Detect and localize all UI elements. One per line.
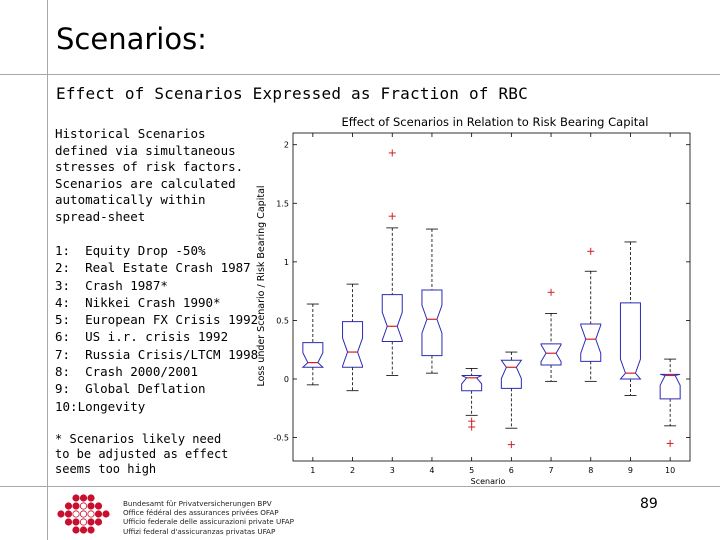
scenario-item: 6: US i.r. crisis 1992 (55, 329, 229, 345)
page-subtitle: Effect of Scenarios Expressed as Fractio… (56, 84, 528, 103)
logo-dot (94, 510, 103, 518)
footer-divider-line (0, 486, 720, 487)
logo-dot (72, 526, 80, 534)
chart-title: Effect of Scenarios in Relation to Risk … (342, 115, 649, 129)
page-number: 89 (640, 496, 658, 512)
y-tick-label: 0 (284, 375, 289, 384)
box-body (659, 373, 681, 400)
org-line-fr: Office fédéral des assurances privées OF… (123, 508, 279, 518)
scenario-item: 1: Equity Drop -50% (55, 243, 206, 258)
logo-dot (87, 510, 95, 518)
scenario-item: 2: Real Estate Crash 1987 (55, 260, 251, 276)
logo-dot (94, 518, 103, 526)
logo-dots-icon (57, 494, 110, 534)
x-tick-label: 5 (469, 466, 474, 475)
logo-dot (64, 510, 73, 518)
logo-dot (79, 518, 88, 526)
logo-dot (72, 518, 80, 526)
org-line-de: Bundesamt für Privatversicherungen BPV (123, 499, 272, 508)
logo-dot (87, 502, 95, 510)
scenario-item: 5: European FX Crisis 1992 (55, 312, 259, 328)
org-line-it: Ufficio federale delle assicurazioni pri… (123, 517, 294, 527)
scenario-item: 10:Longevity (55, 398, 146, 414)
scenario-item: 3: Crash 1987* (55, 277, 168, 293)
y-tick-label: 0.5 (276, 316, 289, 325)
box-body (619, 302, 642, 380)
logo-dot (79, 502, 88, 510)
logo-dot (87, 526, 95, 534)
box-body (461, 374, 483, 392)
boxplot-chart: Effect of Scenarios in Relation to Risk … (256, 115, 691, 486)
intro-text: Historical Scenarios defined via simulta… (55, 126, 244, 224)
logo-dot (72, 494, 80, 502)
plot-frame (292, 132, 691, 462)
y-tick-label: 2 (284, 141, 289, 150)
logo-dot (79, 526, 88, 534)
scenario-item: 8: Crash 2000/2001 (55, 364, 198, 380)
logo-dot (79, 494, 88, 502)
logo-dot (64, 518, 73, 526)
x-tick-label: 9 (628, 466, 633, 475)
logo-dot (57, 510, 65, 518)
logo-dot (64, 502, 73, 510)
logo-dot (87, 518, 95, 526)
box-body (500, 359, 523, 389)
org-line-rm: Uffizi federal d'assicuranzas privatas U… (123, 526, 276, 536)
scenario-item: 4: Nikkei Crash 1990* (55, 294, 221, 310)
x-tick-label: 1 (310, 466, 315, 475)
y-tick-label: 1.5 (276, 199, 289, 208)
x-tick-label: 10 (665, 466, 675, 475)
chart-x-axis-label: Scenario (471, 477, 506, 486)
y-tick-label: 1 (284, 258, 289, 267)
x-tick-label: 2 (350, 466, 355, 475)
logo-dot (79, 510, 88, 518)
y-tick-label: -0.5 (273, 434, 289, 443)
scenario-item: 7: Russia Crisis/LTCM 1998 (55, 346, 259, 362)
organization-name-block: Bundesamt für Privatversicherungen BPV O… (123, 499, 294, 536)
left-divider-line (47, 0, 48, 540)
x-tick-label: 3 (390, 466, 395, 475)
box-body (421, 289, 443, 357)
chart-y-axis-label: Loss under Scenario / Risk Bearing Capit… (256, 185, 267, 386)
bpv-logo: Bundesamt für Privatversicherungen BPV O… (55, 492, 295, 536)
logo-dot (72, 502, 80, 510)
x-tick-label: 8 (588, 466, 593, 475)
scenario-list: 1: Equity Drop -50% 2: Real Estate Crash… (55, 242, 259, 415)
footnote-text: * Scenarios likely need to be adjusted a… (55, 432, 229, 476)
box-body (381, 294, 403, 343)
box-body (301, 342, 325, 368)
logo-dot (94, 502, 103, 510)
logo-dot (72, 510, 80, 518)
page-title: Scenarios: (56, 22, 207, 56)
x-tick-label: 7 (549, 466, 554, 475)
x-tick-label: 4 (429, 466, 434, 475)
scenario-item: 9: Global Deflation (55, 381, 206, 397)
logo-dot (102, 510, 110, 518)
title-divider-line (0, 74, 720, 75)
x-tick-label: 6 (509, 466, 514, 475)
box-body (342, 321, 364, 368)
box-body (580, 323, 602, 362)
logo-dot (87, 494, 95, 502)
box-body (540, 343, 562, 366)
